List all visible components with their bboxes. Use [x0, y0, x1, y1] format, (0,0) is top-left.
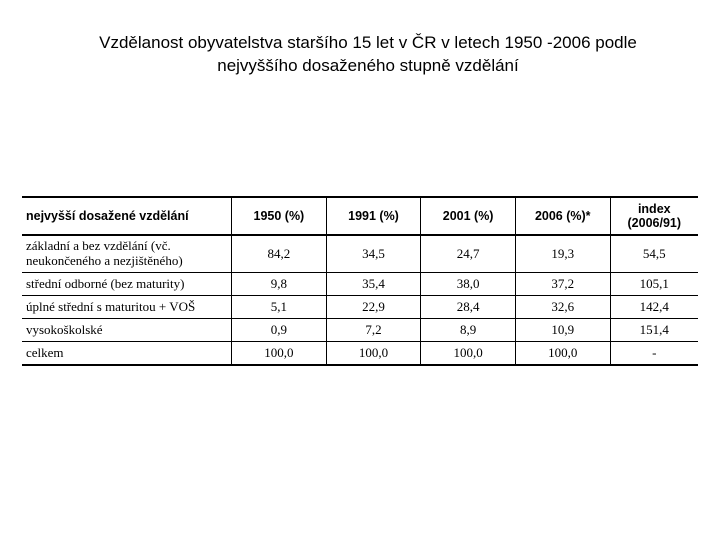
col-header-2001: 2001 (%) — [421, 197, 516, 235]
cell-value: 5,1 — [232, 295, 327, 318]
cell-value: 84,2 — [232, 235, 327, 272]
cell-value: 151,4 — [610, 318, 698, 341]
col-header-1950: 1950 (%) — [232, 197, 327, 235]
table-row: vysokoškolské0,97,28,910,9151,4 — [22, 318, 698, 341]
cell-value: 54,5 — [610, 235, 698, 272]
row-label: vysokoškolské — [22, 318, 232, 341]
col-header-label: nejvyšší dosažené vzdělání — [22, 197, 232, 235]
cell-value: 100,0 — [421, 341, 516, 365]
row-label: celkem — [22, 341, 232, 365]
cell-value: 100,0 — [515, 341, 610, 365]
cell-value: 32,6 — [515, 295, 610, 318]
cell-value: 100,0 — [326, 341, 421, 365]
cell-value: 10,9 — [515, 318, 610, 341]
cell-value: 7,2 — [326, 318, 421, 341]
table-body: základní a bez vzdělání (vč. neukončenéh… — [22, 235, 698, 365]
col-header-2006: 2006 (%)* — [515, 197, 610, 235]
page-title: Vzdělanost obyvatelstva staršího 15 let … — [76, 32, 660, 78]
row-label: základní a bez vzdělání (vč. neukončenéh… — [22, 235, 232, 272]
cell-value: 100,0 — [232, 341, 327, 365]
cell-value: 28,4 — [421, 295, 516, 318]
cell-value: 8,9 — [421, 318, 516, 341]
table-header-row: nejvyšší dosažené vzdělání 1950 (%) 1991… — [22, 197, 698, 235]
education-table: nejvyšší dosažené vzdělání 1950 (%) 1991… — [22, 196, 698, 366]
table-row: střední odborné (bez maturity)9,835,438,… — [22, 272, 698, 295]
cell-value: 37,2 — [515, 272, 610, 295]
education-table-container: nejvyšší dosažené vzdělání 1950 (%) 1991… — [22, 196, 698, 366]
cell-value: 35,4 — [326, 272, 421, 295]
cell-value: 38,0 — [421, 272, 516, 295]
cell-value: 19,3 — [515, 235, 610, 272]
cell-value: 34,5 — [326, 235, 421, 272]
cell-value: - — [610, 341, 698, 365]
cell-value: 9,8 — [232, 272, 327, 295]
table-row: celkem100,0100,0100,0100,0- — [22, 341, 698, 365]
cell-value: 105,1 — [610, 272, 698, 295]
cell-value: 0,9 — [232, 318, 327, 341]
row-label: střední odborné (bez maturity) — [22, 272, 232, 295]
table-row: základní a bez vzdělání (vč. neukončenéh… — [22, 235, 698, 272]
cell-value: 142,4 — [610, 295, 698, 318]
cell-value: 24,7 — [421, 235, 516, 272]
col-header-index: index (2006/91) — [610, 197, 698, 235]
row-label: úplné střední s maturitou + VOŠ — [22, 295, 232, 318]
table-row: úplné střední s maturitou + VOŠ5,122,928… — [22, 295, 698, 318]
cell-value: 22,9 — [326, 295, 421, 318]
col-header-1991: 1991 (%) — [326, 197, 421, 235]
